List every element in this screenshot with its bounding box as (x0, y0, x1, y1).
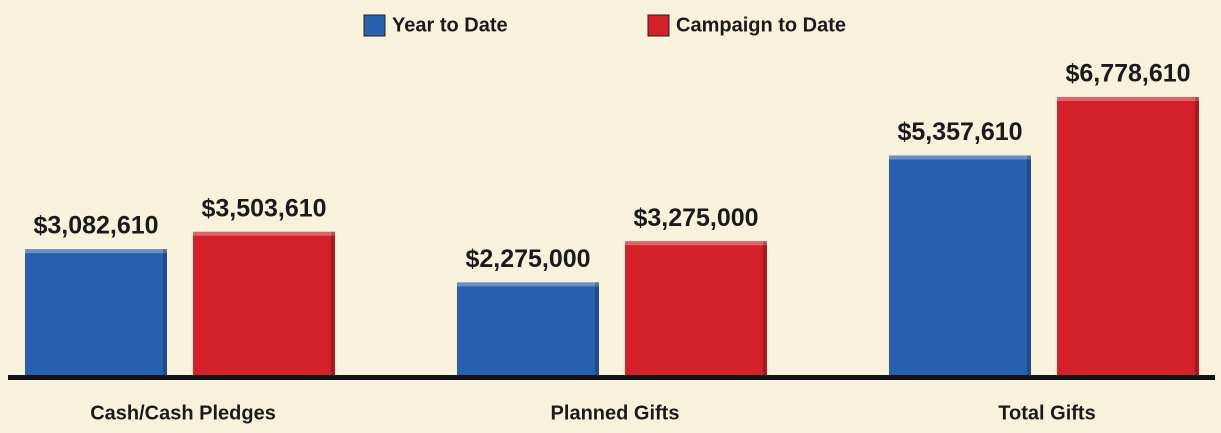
bar-highlight (1057, 97, 1199, 101)
bar-shadow (163, 249, 167, 376)
x-tick-label: Total Gifts (998, 402, 1095, 424)
x-tick-label: Planned Gifts (551, 402, 680, 424)
value-label: $3,275,000 (633, 204, 758, 232)
bar (193, 231, 335, 376)
bar (1057, 97, 1199, 376)
x-tick-label: Cash/Cash Pledges (90, 402, 276, 424)
bar-highlight (625, 241, 767, 246)
bar-shadow (1195, 97, 1199, 376)
value-label: $6,778,610 (1065, 60, 1190, 88)
bar-highlight (25, 249, 167, 254)
legend-swatch (647, 14, 670, 37)
value-label: $2,275,000 (465, 245, 590, 273)
bar-highlight (193, 231, 335, 236)
bar-shadow (331, 231, 335, 376)
legend-label: Year to Date (392, 14, 508, 36)
bar-highlight (889, 155, 1031, 160)
bar (25, 249, 167, 376)
bar (457, 282, 599, 376)
legend-label: Campaign to Date (676, 14, 846, 36)
bar (625, 241, 767, 376)
bar (889, 155, 1031, 376)
bar-shadow (763, 241, 767, 376)
value-label: $5,357,610 (897, 118, 1022, 146)
bar-highlight (457, 282, 599, 287)
value-label: $3,503,610 (201, 194, 326, 222)
baseline (8, 375, 1215, 380)
bar-shadow (1027, 155, 1031, 376)
legend-swatch (363, 14, 386, 37)
bar-shadow (595, 282, 599, 376)
value-label: $3,082,610 (33, 212, 158, 240)
